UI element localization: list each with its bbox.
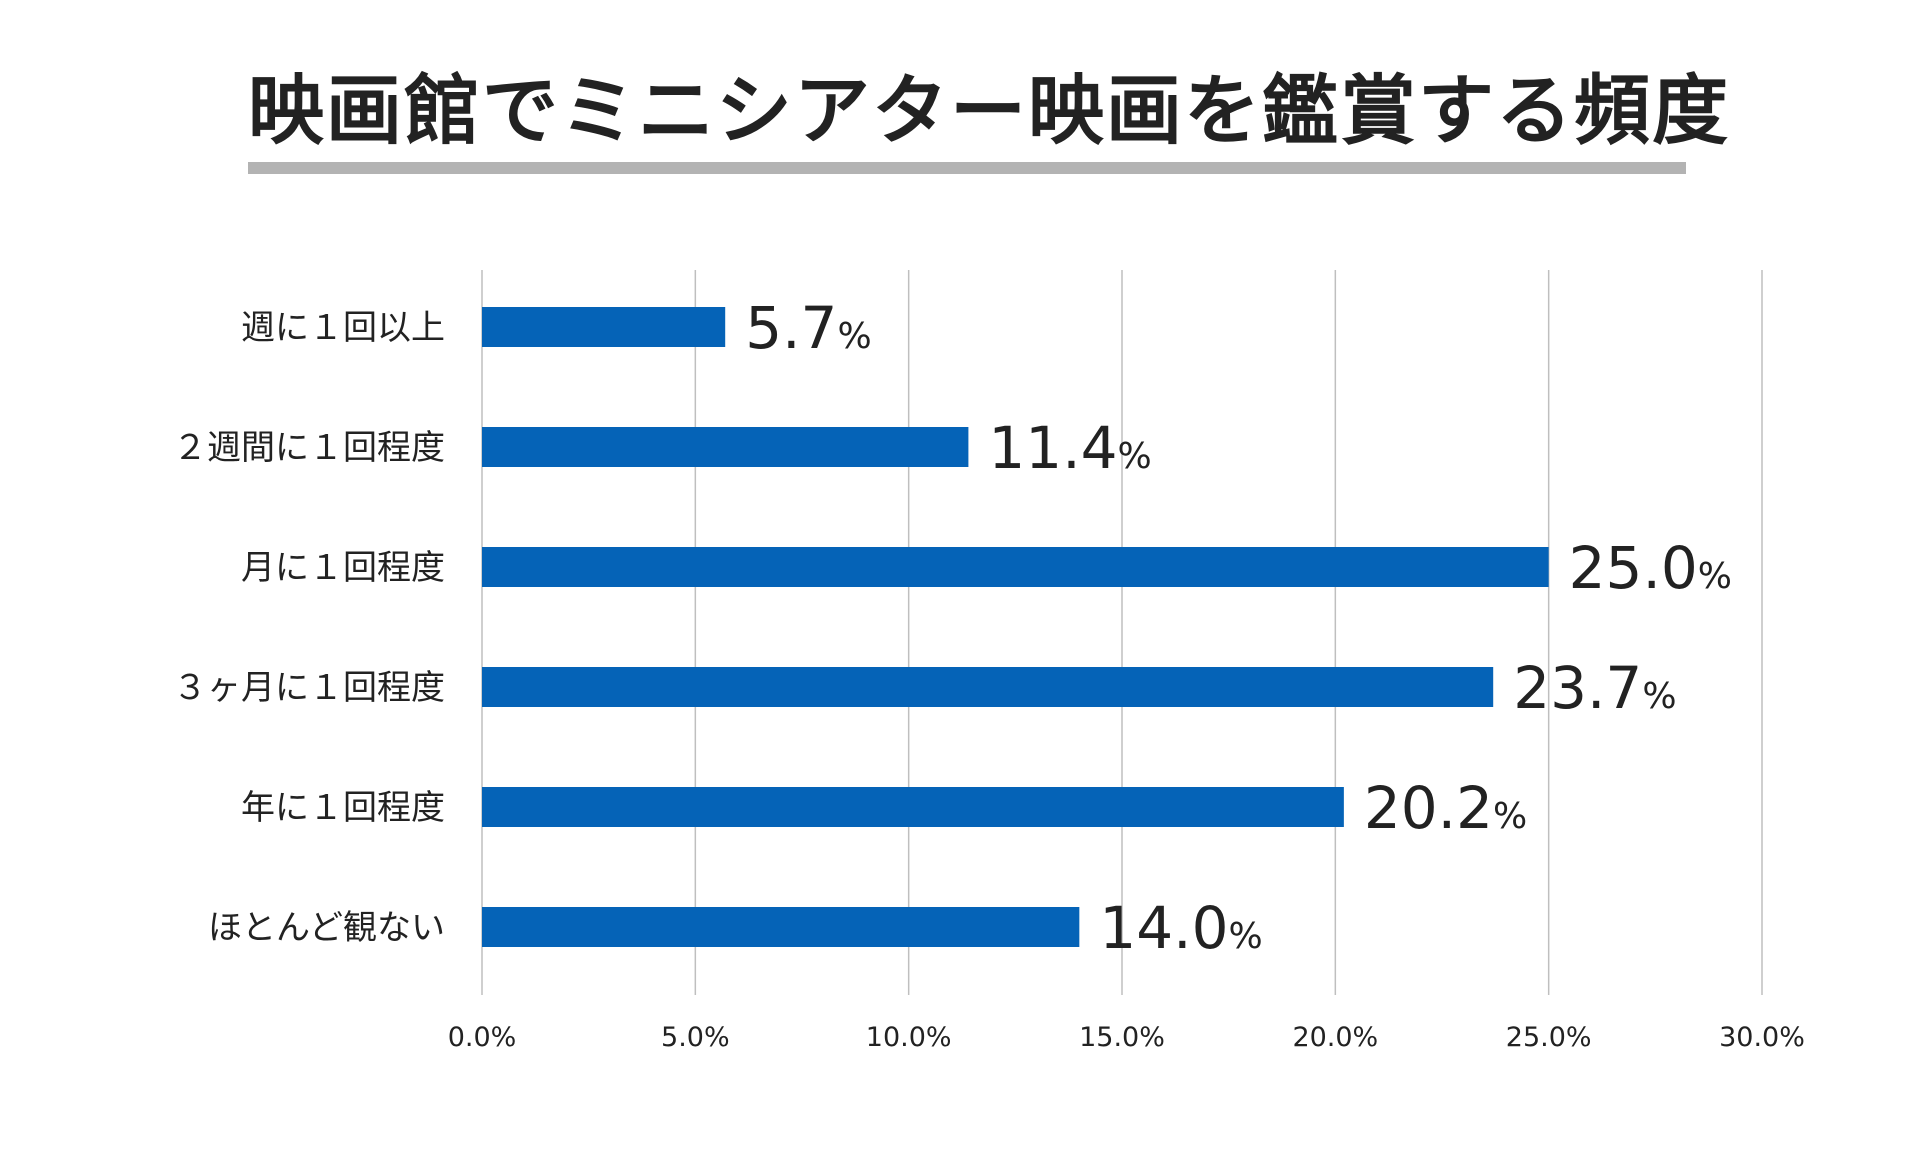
- x-tick-labels: 0.0% 5.0% 10.0% 15.0% 20.0% 25.0% 30.0%: [448, 1022, 1805, 1053]
- value-label: 20.2%: [1364, 774, 1527, 842]
- x-tick-label: 5.0%: [661, 1022, 730, 1053]
- value-unit: %: [1642, 676, 1676, 717]
- value-label: 5.7%: [745, 294, 871, 362]
- value-number: 20.2: [1364, 774, 1493, 842]
- chart-title: 映画館でミニシアター映画を鑑賞する頻度: [248, 66, 1730, 155]
- value-unit: %: [1698, 556, 1732, 597]
- value-number: 25.0: [1569, 534, 1698, 602]
- category-label: ２週間に１回程度: [173, 428, 445, 468]
- value-unit: %: [1118, 436, 1152, 477]
- category-label: 年に１回程度: [241, 788, 445, 828]
- x-tick-label: 30.0%: [1719, 1022, 1805, 1053]
- value-unit: %: [837, 316, 871, 357]
- category-label: 週に１回以上: [241, 308, 445, 348]
- bar: [482, 667, 1494, 707]
- value-label: 11.4%: [988, 414, 1151, 482]
- value-label: 14.0%: [1099, 894, 1262, 962]
- x-tick-label: 20.0%: [1292, 1022, 1378, 1053]
- category-label: ほとんど観ない: [208, 908, 445, 948]
- bar: [482, 547, 1549, 587]
- value-unit: %: [1493, 796, 1527, 837]
- value-number: 23.7: [1513, 654, 1642, 722]
- bar: [482, 307, 726, 347]
- value-label: 25.0%: [1569, 534, 1732, 602]
- x-tick-label: 25.0%: [1506, 1022, 1592, 1053]
- bar: [482, 907, 1080, 947]
- value-labels: 5.7%11.4%25.0%23.7%20.2%14.0%: [745, 294, 1732, 962]
- bar: [482, 787, 1344, 827]
- value-label: 23.7%: [1513, 654, 1676, 722]
- category-label: ３ヶ月に１回程度: [173, 668, 445, 708]
- value-number: 5.7: [745, 294, 837, 362]
- bars: [482, 307, 1549, 947]
- category-label: 月に１回程度: [241, 548, 445, 588]
- x-tick-label: 10.0%: [866, 1022, 952, 1053]
- value-number: 14.0: [1099, 894, 1228, 962]
- x-tick-label: 15.0%: [1079, 1022, 1165, 1053]
- value-unit: %: [1228, 916, 1262, 957]
- value-number: 11.4: [988, 414, 1117, 482]
- title-underline: [248, 162, 1686, 174]
- chart-title-block: 映画館でミニシアター映画を鑑賞する頻度: [248, 58, 1730, 176]
- gridlines: [481, 270, 1763, 995]
- bar: [482, 427, 969, 467]
- x-tick-label: 0.0%: [448, 1022, 517, 1053]
